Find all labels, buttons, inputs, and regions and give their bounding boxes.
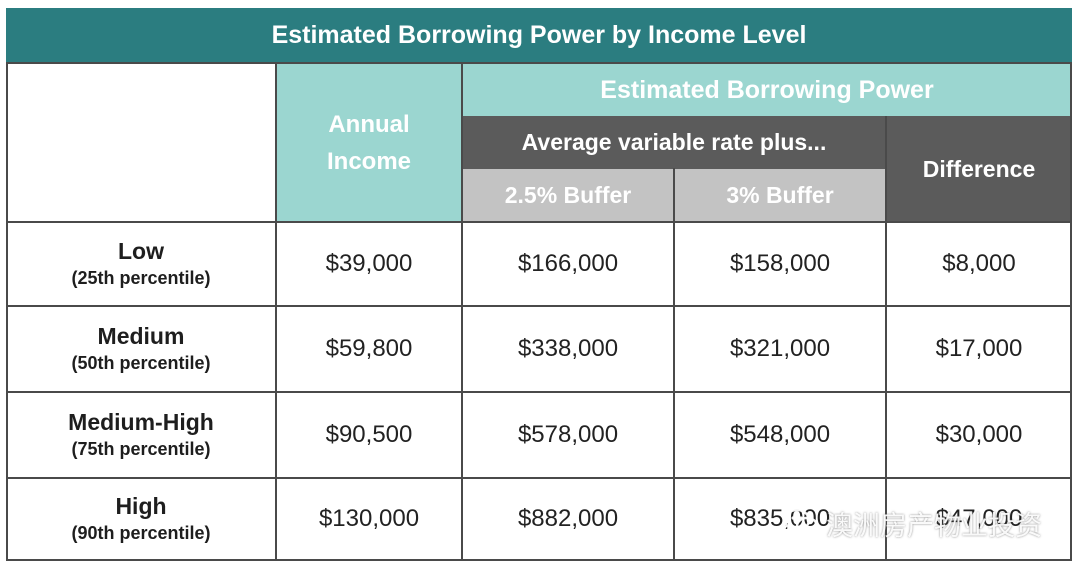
grid-line [275,62,277,561]
buffer-2-5-header-label: 2.5% Buffer [504,182,632,208]
grid-line [673,168,675,561]
grid-line [461,62,463,561]
buffer-2-5-cell: $578,000 [462,392,674,478]
grid-line [6,305,1072,307]
table-row-label: Medium (50th percentile) [6,306,276,392]
watermark-text: 澳洲房产物业投资 [826,510,1042,541]
table-row-label: High (90th percentile) [6,478,276,560]
grid-line [885,116,887,561]
income-cell: $130,000 [276,478,462,560]
buffer-3-header-label: 3% Buffer [726,182,834,208]
difference-cell: $8,000 [886,222,1072,306]
grid-line [6,62,1072,64]
income-cell: $39,000 [276,222,462,306]
table-row-label: Medium-High (75th percentile) [6,392,276,478]
income-cell: $59,800 [276,306,462,392]
grid-line [1070,62,1072,561]
variable-rate-subheader-label: Average variable rate plus... [521,129,827,155]
difference-header-label: Difference [922,155,1036,182]
grid-line [6,477,1072,479]
row-label: Low [118,238,164,264]
buffer-3-cell: $548,000 [674,392,886,478]
row-label: Medium [97,323,185,349]
difference-cell: $47,000 [886,478,1072,560]
buffer-3-cell: $321,000 [674,306,886,392]
difference-cell: $30,000 [886,392,1072,478]
grid-line [6,391,1072,393]
row-label: Medium-High [68,409,214,435]
buffer-2-5-cell: $882,000 [462,478,674,560]
buffer-2-5-cell: $338,000 [462,306,674,392]
row-percentile: (75th percentile) [71,439,211,459]
income-cell: $90,500 [276,392,462,478]
annual-income-header-label: Annual Income [326,111,412,175]
variable-rate-subheader: Average variable rate plus... [462,116,886,169]
row-percentile: (90th percentile) [71,523,211,543]
grid-line [6,62,8,561]
wechat-icon [783,508,819,536]
buffer-2-5-cell: $166,000 [462,222,674,306]
row-label: High [115,493,167,519]
borrowing-power-group-header: Estimated Borrowing Power [462,64,1072,116]
borrowing-power-group-label: Estimated Borrowing Power [600,75,934,104]
buffer-2-5-header: 2.5% Buffer [462,169,674,222]
row-percentile: (50th percentile) [71,353,211,373]
annual-income-header: Annual Income [276,64,462,222]
borrowing-power-table: Estimated Borrowing Power by Income Leve… [6,8,1072,563]
grid-line [6,559,1072,561]
table-row-label: Low (25th percentile) [6,222,276,306]
table-title: Estimated Borrowing Power by Income Leve… [6,8,1072,62]
row-percentile: (25th percentile) [71,268,211,288]
difference-header: Difference [886,116,1072,222]
watermark: 澳洲房产物业投资 [782,505,1042,541]
buffer-3-cell: $158,000 [674,222,886,306]
grid-line [6,221,1072,223]
difference-cell: $17,000 [886,306,1072,392]
buffer-3-header: 3% Buffer [674,169,886,222]
